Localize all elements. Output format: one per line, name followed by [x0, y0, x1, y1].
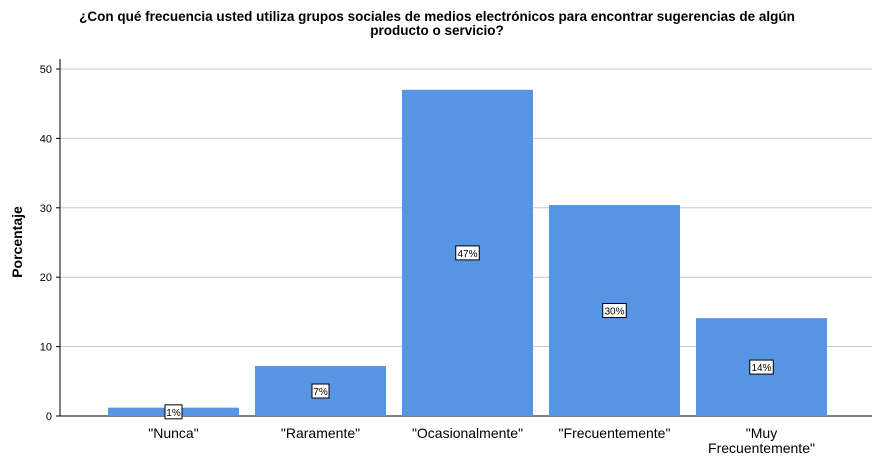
chart-title: ¿Con qué frecuencia usted utiliza grupos… [79, 9, 795, 38]
y-tick-label: 30 [40, 203, 52, 215]
x-tick-label: "Raramente" [281, 425, 360, 441]
value-label: 47% [457, 249, 477, 260]
x-tick-label: "Frecuentemente" [559, 425, 671, 441]
value-label-box [311, 383, 330, 399]
y-tick-label: 0 [46, 411, 52, 423]
value-label-box [602, 303, 627, 319]
x-tick-label: "Muy Frecuentemente" [708, 425, 815, 456]
value-label-box [164, 404, 183, 420]
y-tick-label: 20 [40, 272, 52, 284]
x-tick-label: "Ocasionalmente" [412, 425, 523, 441]
y-tick-label: 10 [40, 342, 52, 354]
value-label-box [749, 359, 774, 375]
y-tick-label: 50 [40, 64, 52, 76]
value-label-box [455, 245, 480, 261]
y-tick-label: 40 [40, 133, 52, 145]
x-tick-label: "Nunca" [148, 425, 198, 441]
value-label: 7% [313, 387, 328, 398]
y-axis-label: Porcentaje [9, 206, 25, 278]
value-label: 1% [166, 408, 181, 419]
value-label: 30% [604, 307, 624, 318]
value-label: 14% [751, 363, 771, 374]
